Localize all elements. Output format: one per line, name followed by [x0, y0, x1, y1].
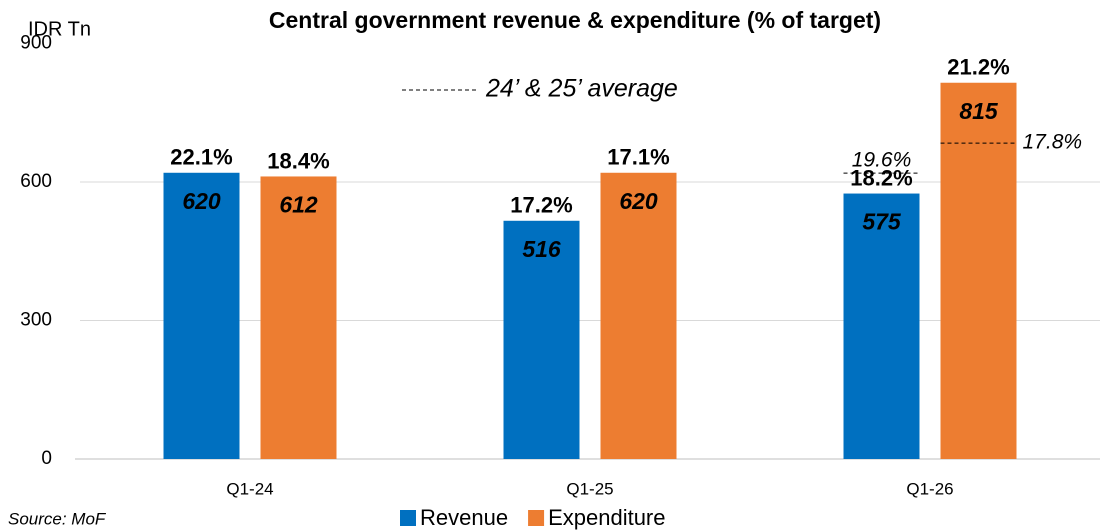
source: Source: MoF — [8, 509, 107, 528]
legend-label: Revenue — [420, 505, 508, 530]
legend-label: Expenditure — [548, 505, 665, 530]
chart-title: Central government revenue & expenditure… — [269, 7, 881, 33]
value-label: 815 — [959, 98, 999, 124]
x-tick-label: Q1-25 — [566, 479, 613, 498]
average-label: 19.6% — [852, 149, 912, 172]
pct-label: 18.4% — [267, 148, 329, 173]
pct-label: 21.2% — [947, 55, 1009, 80]
bar — [163, 172, 240, 459]
bar — [260, 176, 337, 459]
y-tick-label: 600 — [20, 171, 52, 192]
pct-label: 18.2% — [850, 165, 912, 190]
legend-swatch — [400, 510, 416, 526]
value-label: 516 — [522, 236, 561, 262]
bar — [940, 82, 1017, 459]
pct-label: 22.1% — [170, 145, 232, 170]
bar — [600, 172, 677, 459]
y-tick-label: 300 — [20, 310, 52, 331]
average-label: 17.8% — [1023, 131, 1083, 154]
value-label: 620 — [619, 188, 658, 214]
x-tick-label: Q1-24 — [226, 479, 273, 498]
legend-swatch — [528, 510, 545, 526]
value-label: 612 — [279, 192, 318, 218]
pct-label: 17.2% — [510, 193, 572, 218]
value-label: 620 — [182, 188, 221, 214]
bar — [503, 220, 580, 459]
value-label: 575 — [862, 209, 902, 235]
average-legend: 24’ & 25’ average — [485, 75, 678, 103]
y-axis-label: IDR Tn — [28, 18, 91, 40]
y-tick-label: 900 — [20, 33, 52, 54]
y-tick-label: 0 — [41, 448, 52, 469]
x-tick-label: Q1-26 — [906, 479, 953, 498]
bar — [843, 193, 920, 459]
pct-label: 17.1% — [607, 145, 669, 170]
